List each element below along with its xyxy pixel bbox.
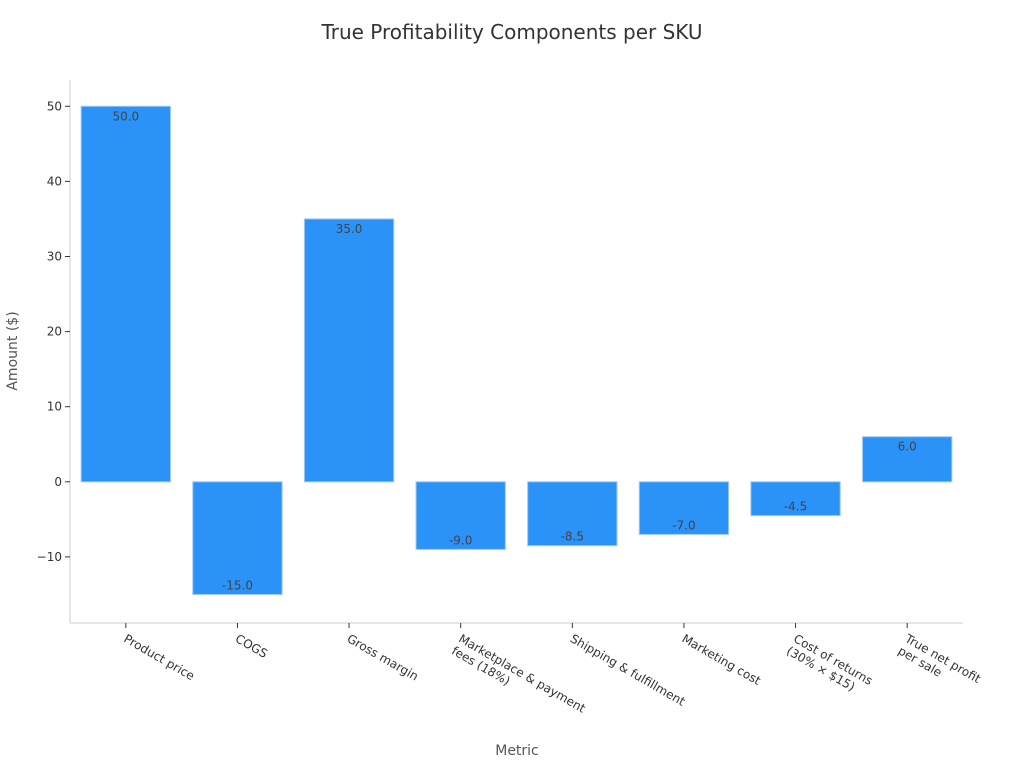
- x-tick-label: Gross margin: [345, 631, 421, 683]
- y-tick-label: 50: [47, 99, 62, 113]
- bar: [415, 481, 506, 550]
- x-tick-label: Cost of returns(30% × $15): [784, 631, 875, 700]
- bars-group: [80, 105, 953, 595]
- axes-group: −10 0 10 20 30 40 50 Product price COGS Gross mar…: [37, 80, 983, 727]
- y-tick-label: 40: [47, 174, 62, 188]
- bar: [750, 481, 841, 517]
- y-axis-title: Amount ($): [5, 311, 21, 390]
- y-tick-label: −10: [37, 550, 62, 564]
- bar: [80, 105, 171, 483]
- x-tick-label: Marketplace & paymentfees (18%): [449, 631, 588, 727]
- x-tick-label: Shipping & fulfillment: [568, 631, 688, 708]
- bar: [527, 481, 618, 547]
- x-tick-label: True net profitper sale: [895, 631, 983, 698]
- bar: [862, 436, 953, 483]
- bar: [638, 481, 730, 535]
- y-tick-label: 30: [47, 249, 62, 263]
- bar-data-label: 35.0: [336, 222, 363, 236]
- bar-data-label: -8.5: [561, 530, 584, 544]
- x-tick-label: Product price: [121, 631, 197, 683]
- bar-data-label: -9.0: [449, 533, 472, 547]
- data-labels-group: 50.0 -15.0 35.0 -9.0 -8.5 -7.0 -4.5 6.0: [112, 109, 916, 592]
- y-tick-label: 0: [54, 475, 62, 489]
- x-axis-title: Metric: [495, 743, 539, 759]
- x-tick-label: Marketing cost: [679, 631, 763, 688]
- bar: [192, 481, 283, 595]
- bar-data-label: -15.0: [222, 578, 253, 592]
- bar-data-label: -7.0: [672, 518, 695, 532]
- bar-data-label: 50.0: [112, 109, 139, 123]
- bar-data-label: 6.0: [898, 440, 917, 454]
- x-tick-label: COGS: [233, 631, 270, 660]
- y-tick-label: 20: [47, 325, 62, 339]
- bar-data-label: -4.5: [784, 500, 807, 514]
- bar: [303, 218, 395, 483]
- chart-title: True Profitability Components per SKU: [321, 20, 703, 44]
- y-tick-label: 10: [47, 400, 62, 414]
